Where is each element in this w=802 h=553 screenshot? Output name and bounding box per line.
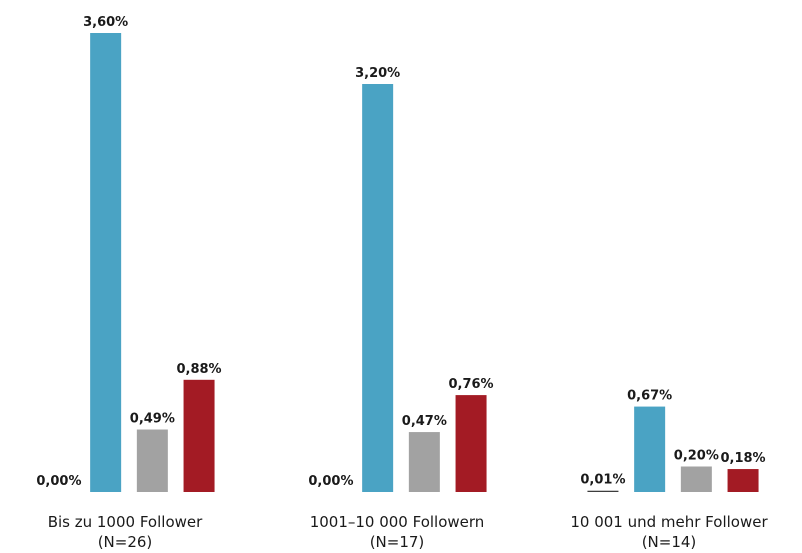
bar — [455, 395, 487, 492]
data-label: 0,67% — [627, 389, 672, 404]
bar — [680, 466, 712, 492]
data-label: 0,76% — [448, 377, 493, 392]
data-label: 0,20% — [674, 449, 719, 464]
x-tick-label: Bis zu 1000 Follower — [48, 513, 203, 531]
data-label: 0,00% — [308, 474, 353, 489]
bar — [183, 379, 215, 492]
data-label: 0,47% — [402, 414, 447, 429]
bar — [362, 84, 394, 492]
data-label: 0,00% — [36, 474, 81, 489]
bar — [90, 33, 122, 492]
data-label: 3,20% — [355, 66, 400, 81]
bar — [634, 406, 666, 492]
bar — [136, 429, 168, 492]
x-tick-label: (N=17) — [370, 533, 425, 551]
data-label: 0,01% — [580, 473, 625, 488]
bar — [727, 469, 759, 492]
data-label: 0,88% — [176, 362, 221, 377]
x-tick-label: 10 001 und mehr Follower — [570, 513, 768, 531]
x-tick-label: (N=26) — [98, 533, 153, 551]
bar — [408, 432, 440, 492]
data-label: 0,18% — [720, 451, 765, 466]
data-label: 3,60% — [83, 15, 128, 30]
x-tick-label: 1001–10 000 Followern — [310, 513, 485, 531]
x-tick-label: (N=14) — [642, 533, 697, 551]
data-label: 0,49% — [130, 412, 175, 427]
bar — [587, 490, 619, 492]
